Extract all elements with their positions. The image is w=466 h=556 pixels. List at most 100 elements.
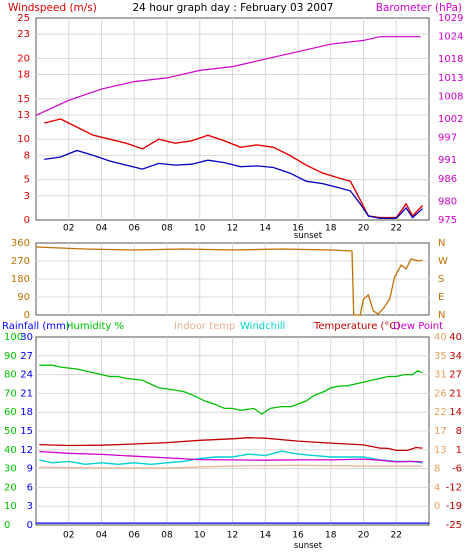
x-tick-label: 06 [129, 531, 141, 541]
y-temperature-tick-label: -6 [452, 464, 462, 475]
y-left-tick-label: 15 [17, 94, 30, 105]
y-indoor-tick-label: 35 [434, 351, 447, 362]
y-left-tick-label: 8 [24, 150, 30, 161]
x-tick-label: 08 [161, 224, 173, 234]
x-tick-label: 06 [129, 224, 141, 234]
y-indoor-tick-label: 31 [434, 370, 447, 381]
y-right-tick-label: N [438, 310, 445, 321]
y-left-tick-label: 10 [17, 134, 30, 145]
y-humidity-tick-label: 30 [4, 464, 17, 475]
y-rain-tick-label: 21 [20, 388, 33, 399]
y-left-tick-label: 0 [24, 310, 30, 321]
y-right-tick-label: 986 [438, 174, 457, 185]
y-indoor-tick-label: 0 [434, 501, 440, 512]
y-indoor-tick-label: 40 [434, 332, 447, 343]
x-tick-label: 12 [227, 224, 238, 234]
sunset-label: sunset [294, 231, 323, 241]
y-right-tick-label: 997 [438, 133, 457, 144]
y-humidity-tick-label: 0 [4, 520, 10, 531]
y-left-tick-label: 0 [24, 215, 30, 226]
y-left-tick-label: 3 [24, 191, 30, 202]
y-right-tick-label: N [438, 238, 445, 249]
y-humidity-tick-label: 90 [4, 351, 17, 362]
chart-title: 24 hour graph day : February 03 2007 [133, 2, 334, 14]
x-tick-label: 20 [358, 224, 370, 234]
gridlines [36, 243, 429, 315]
series-humidity [39, 364, 423, 415]
y-indoor-tick-label: 4 [434, 482, 440, 493]
x-tick-label: 20 [358, 531, 370, 541]
y-left-tick-label: 360 [11, 238, 30, 249]
series-windspeed [44, 149, 423, 220]
x-tick-label: 10 [194, 224, 206, 234]
y-rain-tick-label: 6 [27, 482, 33, 493]
windspeed-title: Windspeed (m/s) [8, 2, 97, 14]
x-tick-label: 18 [325, 224, 337, 234]
x-tick-label: 22 [391, 531, 402, 541]
rainfall-title: Rainfall (mm) [2, 321, 70, 332]
y-humidity-tick-label: 70 [4, 388, 17, 399]
indoor-temp-title: Indoor temp [174, 321, 235, 332]
y-left-tick-label: 5 [24, 175, 30, 186]
x-tick-label: 22 [391, 224, 402, 234]
series-wind-direction [35, 246, 423, 316]
y-left-tick-label: 25 [17, 13, 30, 24]
gridlines [36, 18, 429, 220]
y-rain-tick-label: 3 [27, 501, 33, 512]
x-axis-ticks: 02 04 06 08 10 12 14 16 18 20 22 [63, 531, 402, 541]
series-indoor-temp [39, 464, 423, 469]
y-right-tick-label: 991 [438, 155, 457, 166]
x-tick-label: 14 [260, 224, 272, 234]
x-tick-label: 02 [63, 531, 74, 541]
y-right-tick-label: 1029 [438, 13, 463, 24]
y-temperature-tick-label: 8 [456, 426, 462, 437]
x-tick-label: 14 [260, 531, 272, 541]
series-barometer [35, 36, 421, 116]
y-left-tick-label: 13 [17, 110, 30, 121]
y-rain-tick-label: 9 [27, 464, 33, 475]
y-left-tick-label: 90 [17, 292, 30, 303]
x-tick-label: 16 [292, 224, 304, 234]
x-axis-ticks: 02 04 06 08 10 12 14 16 18 20 22 [63, 224, 402, 234]
y-right-tick-label: 1018 [438, 54, 463, 65]
y-rain-tick-label: 12 [20, 445, 33, 456]
y-right-tick-label: E [438, 292, 444, 303]
y-axis-humidity-ticks: 0 10 20 30 40 50 60 70 80 90 100 [4, 332, 23, 531]
y-indoor-tick-label: 26 [434, 388, 447, 399]
y-humidity-tick-label: 10 [4, 501, 17, 512]
series-windchill [39, 450, 423, 466]
y-temperature-tick-label: 27 [449, 370, 462, 381]
y-right-tick-label: 980 [438, 196, 457, 207]
y-temperature-tick-label: 14 [449, 407, 462, 418]
series-group [35, 36, 424, 220]
y-axis-indoor-ticks: 0 4 8 13 17 22 26 31 35 40 [434, 332, 447, 512]
y-left-tick-label: 18 [17, 70, 30, 81]
humidity-title: Humidity % [66, 321, 124, 332]
x-tick-label: 02 [63, 224, 74, 234]
x-tick-label: 16 [292, 531, 304, 541]
y-axis-left-ticks: 0 90 180 270 360 [11, 238, 30, 321]
y-left-tick-label: 20 [17, 53, 30, 64]
y-axis-rain-ticks: 0 3 6 9 12 15 18 21 24 27 30 [20, 332, 33, 531]
y-temperature-tick-label: -25 [446, 520, 462, 531]
y-humidity-tick-label: 20 [4, 482, 17, 493]
y-right-tick-label: 1002 [438, 114, 463, 125]
y-rain-tick-label: 30 [20, 332, 33, 343]
y-indoor-tick-label: 13 [434, 445, 447, 456]
y-left-tick-label: 270 [11, 256, 30, 267]
series-group [36, 364, 429, 524]
x-tick-label: 12 [227, 531, 238, 541]
y-temperature-tick-label: -12 [446, 482, 462, 493]
sunset-label: sunset [294, 541, 323, 551]
y-rain-tick-label: 0 [27, 520, 33, 531]
y-rain-tick-label: 24 [20, 370, 33, 381]
y-right-tick-label: 1024 [438, 32, 463, 43]
y-indoor-tick-label: 8 [434, 464, 440, 475]
wind-barometer-chart: Windspeed (m/s) 24 hour graph day : Febr… [8, 2, 463, 241]
y-left-tick-label: 180 [11, 274, 30, 285]
x-tick-label: 18 [325, 531, 337, 541]
y-right-tick-label: 1013 [438, 73, 463, 84]
series-group [35, 246, 423, 316]
y-right-tick-label: W [438, 256, 448, 267]
